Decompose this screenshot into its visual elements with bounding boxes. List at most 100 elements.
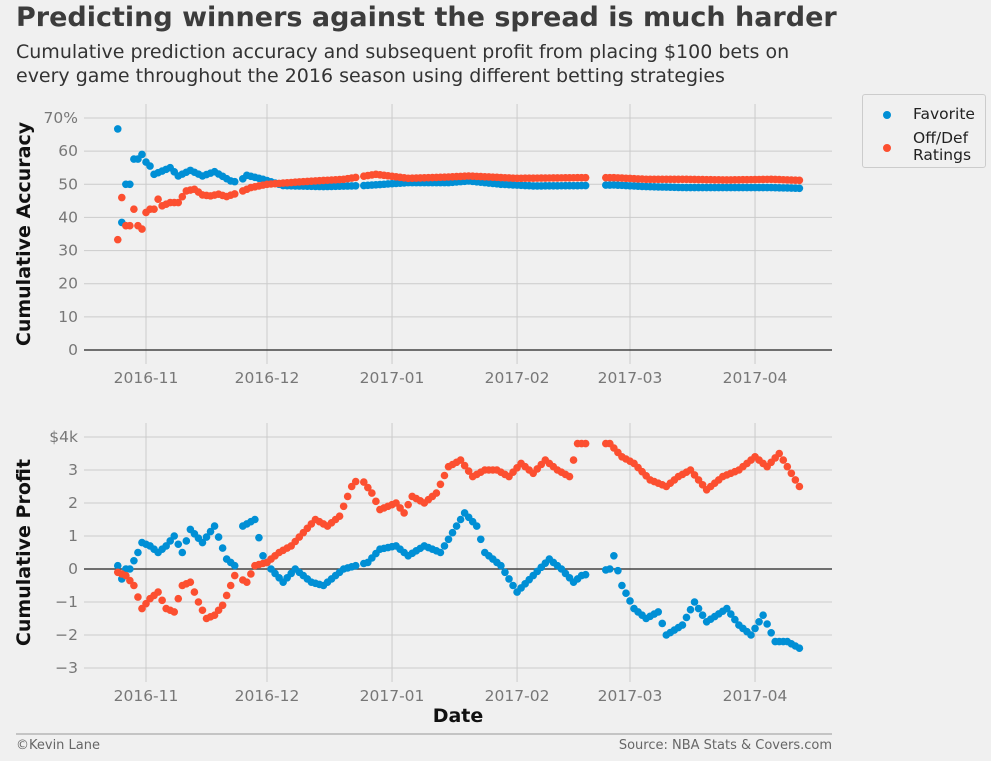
profit-xtick-label: 2017-04 [723,687,788,705]
profit-point-favorite [610,552,618,560]
profit-point-favorite [456,515,465,524]
profit-point-offdef [190,588,199,596]
profit-ytick-label: 1 [68,527,78,545]
profit-point-offdef [198,606,207,615]
profit-point-favorite [130,556,138,565]
profit-point-favorite [755,618,763,626]
profit-point-offdef [795,482,804,491]
profit-point-offdef [222,591,231,600]
profit-ytick-label: 2 [68,494,78,512]
profit-point-favorite [255,533,263,542]
profit-point-favorite [182,537,191,545]
profit-point-offdef [569,456,578,464]
accuracy-xtick-label: 2017-04 [723,369,788,387]
profit-point-favorite [751,624,759,633]
profit-point-favorite [763,620,771,628]
accuracy-point-offdef [178,192,187,201]
profit-ytick-label: −3 [55,659,78,677]
profit-point-favorite [351,561,360,570]
profit-point-favorite [686,605,695,614]
profit-ytick-label: 3 [68,461,78,479]
profit-point-favorite [694,604,703,613]
profit-point-favorite [440,542,449,550]
profit-ytick-label: −1 [55,593,78,611]
profit-point-offdef [343,492,352,501]
profit-point-favorite [767,629,775,637]
profit-point-favorite [448,528,457,537]
legend-label-favorite: Favorite [913,105,975,123]
profit-xtick-label: 2016-12 [235,687,300,705]
accuracy-point-favorite [113,125,122,133]
profit-point-favorite [614,566,622,575]
accuracy-ylabel: Cumulative Accuracy [13,121,35,346]
profit-point-favorite [606,565,614,573]
profit-point-offdef [440,471,449,480]
profit-xlabel: Date [433,705,484,727]
profit-point-favorite [723,604,731,613]
profit-point-favorite [476,535,485,544]
profit-point-favorite [505,575,513,583]
profit-ytick-label: 0 [68,560,78,578]
accuracy-point-favorite [230,177,239,186]
profit-point-offdef [779,456,788,464]
accuracy-ytick-label: 60 [58,142,78,160]
profit-point-favorite [134,548,142,557]
profit-point-favorite [202,533,211,541]
profit-ytick-label: −2 [55,626,78,644]
profit-point-offdef [335,512,344,520]
profit-point-favorite [113,561,122,570]
accuracy-point-favorite [581,181,590,190]
profit-point-favorite [230,561,239,570]
profit-point-favorite [727,610,735,618]
profit-point-offdef [218,601,227,610]
profit-point-offdef [404,500,412,509]
accuracy-ytick-label: 70% [44,109,78,127]
profit-point-offdef [174,594,183,603]
accuracy-point-offdef [113,235,122,244]
profit-point-favorite [678,621,687,629]
profit-point-favorite [759,611,767,619]
profit-point-favorite [690,598,699,606]
accuracy-xtick-label: 2017-02 [485,369,550,387]
accuracy-xtick-label: 2017-01 [360,369,425,387]
profit-point-favorite [206,527,215,536]
profit-point-offdef [791,476,800,484]
profit-point-offdef [565,472,574,481]
profit-point-offdef [372,497,380,506]
profit-point-favorite [618,581,626,590]
accuracy-point-offdef [351,173,360,182]
profit-point-offdef [783,462,792,471]
profit-point-favorite [622,589,630,597]
profit-point-offdef [170,608,179,616]
accuracy-point-offdef [150,205,158,213]
profit-point-favorite [658,619,667,628]
chart-title: Predicting winners against the spread is… [16,2,837,33]
profit-point-offdef [360,478,368,486]
profit-point-offdef [364,483,372,492]
footer-credit: ©Kevin Lane [16,738,100,753]
accuracy-point-favorite [351,182,360,190]
profit-point-offdef [339,502,348,511]
profit-point-favorite [259,552,267,560]
profit-point-favorite [581,570,590,579]
footer-source: Source: NBA Stats & Covers.com [618,738,832,753]
profit-point-offdef [134,593,142,601]
profit-point-favorite [472,522,481,530]
accuracy-point-offdef [130,205,138,213]
accuracy-point-offdef [581,173,590,182]
profit-point-offdef [787,469,796,478]
accuracy-point-offdef [118,193,126,202]
legend-marker-offdef [883,144,891,152]
legend-label-offdef-line2: Ratings [913,146,972,164]
profit-point-favorite [509,581,517,590]
profit-point-favorite [795,644,804,652]
profit-xtick-label: 2017-03 [598,687,663,705]
profit-point-offdef [400,509,408,517]
accuracy-point-offdef [126,221,134,230]
profit-point-offdef [351,477,360,486]
profit-point-offdef [243,578,251,586]
accuracy-xtick-label: 2016-12 [235,369,300,387]
legend-label-offdef-line1: Off/Def [913,129,969,147]
profit-point-favorite [626,597,634,605]
accuracy-ytick-label: 0 [68,341,78,359]
